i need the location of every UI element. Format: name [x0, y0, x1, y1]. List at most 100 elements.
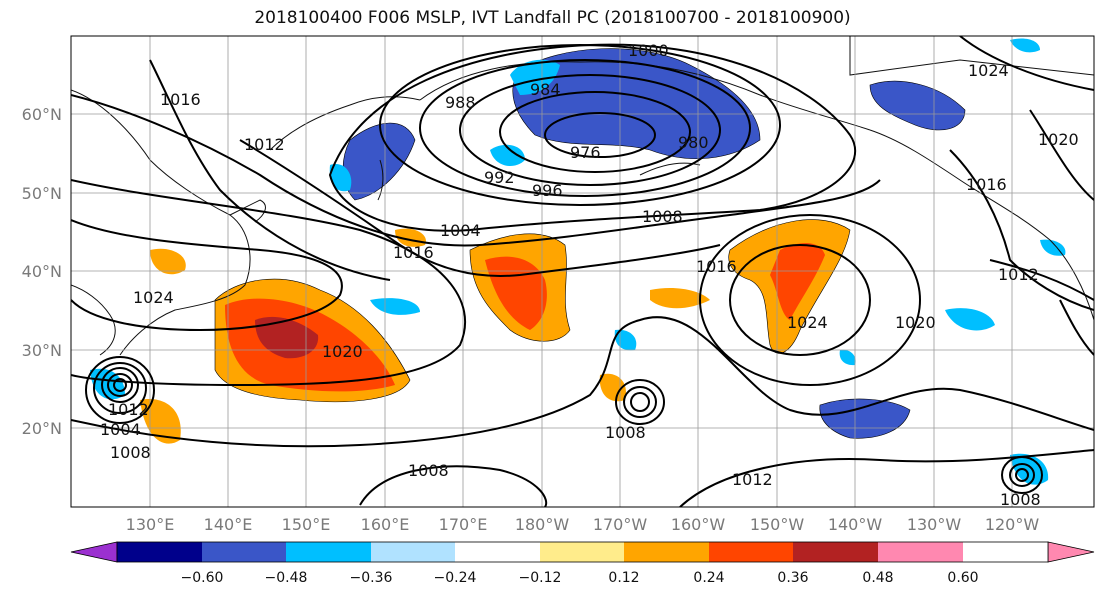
isobar: [959, 36, 1094, 91]
colorbar-ticks: −0.60 −0.48 −0.36 −0.24 −0.12 0.12 0.24 …: [181, 570, 979, 586]
colorbar-low-extension: [70, 541, 118, 563]
isobar-label: 1016: [393, 243, 434, 262]
isobar: [328, 43, 857, 232]
isobar-label: 1020: [322, 342, 363, 361]
isobar-label: 1020: [1038, 130, 1079, 149]
ivt-negative-region: [819, 398, 911, 439]
colorbar-segment: [117, 542, 202, 562]
isobar: [630, 392, 650, 412]
ivt-negative-region: [370, 298, 420, 315]
lat-label: 40°N: [22, 262, 62, 281]
colorbar-segment: [709, 542, 793, 562]
isobar-label: 1008: [642, 207, 683, 226]
isobar-label: 1024: [133, 288, 174, 307]
isobar-label: 1016: [966, 175, 1007, 194]
isobar: [989, 259, 1094, 301]
ivt-negative-region: [510, 59, 560, 95]
isobar: [71, 94, 881, 247]
colorbar-tick-label: −0.60: [181, 570, 224, 586]
ivt-positive-region: [255, 316, 319, 359]
lat-label: 60°N: [22, 105, 62, 124]
colorbar: −0.60 −0.48 −0.36 −0.24 −0.12 0.12 0.24 …: [70, 541, 1095, 586]
isobar-label: 1012: [108, 400, 149, 419]
ivt-negative-region: [1010, 453, 1049, 485]
lon-label: 140°W: [828, 515, 883, 534]
lat-label: 20°N: [22, 419, 62, 438]
isobar-label: 1004: [440, 221, 481, 240]
ivt-negative-region: [945, 308, 995, 331]
coastline: [71, 284, 116, 356]
isobar: [359, 465, 548, 507]
isobar: [1009, 463, 1035, 487]
coastline: [849, 36, 1094, 76]
isobar: [101, 367, 139, 403]
lon-label: 160°E: [361, 515, 410, 534]
isobar: [71, 219, 343, 332]
isobar-labels: 1000 1024 988 984 1016 976 980 1020 1012…: [100, 41, 1079, 509]
coastline: [71, 89, 251, 356]
isobar: [544, 112, 656, 158]
lon-label: 130°E: [126, 515, 175, 534]
isobar-label: 980: [678, 133, 709, 152]
colorbar-segment: [793, 542, 878, 562]
colorbar-border: [116, 541, 1049, 563]
colorbar-segment: [963, 542, 1048, 562]
isobar-label: 1008: [110, 443, 151, 462]
coastline: [229, 199, 266, 223]
colorbar-tick-label: −0.48: [265, 570, 308, 586]
isobar-label: 1000: [628, 41, 669, 60]
isobar-label: 976: [570, 143, 601, 162]
lon-label: 130°W: [907, 515, 962, 534]
colorbar-segment: [540, 542, 624, 562]
colorbar-tick-label: 0.60: [947, 570, 978, 586]
isobar: [499, 91, 691, 173]
lon-label: 120°W: [985, 515, 1040, 534]
colorbar-segment: [286, 542, 371, 562]
colorbar-segment: [878, 542, 963, 562]
isobar: [113, 378, 127, 392]
isobar: [71, 316, 1094, 448]
ivt-positive-region: [770, 243, 825, 320]
isobar-label: 988: [445, 93, 476, 112]
ivt-positive-region: [650, 288, 710, 309]
ivt-negative-region: [869, 80, 966, 131]
ivt-negative-region: [329, 164, 352, 192]
lon-label: 160°W: [671, 515, 726, 534]
ivt-positive-region: [599, 373, 626, 402]
isobar: [107, 373, 133, 397]
lon-label: 150°W: [750, 515, 805, 534]
isobar-label: 996: [532, 181, 563, 200]
isobar: [1059, 299, 1094, 356]
ivt-negative-region: [490, 144, 525, 166]
isobar-label: 1016: [160, 90, 201, 109]
isobar: [623, 386, 657, 418]
isobar: [419, 59, 751, 197]
isobar-label: 1024: [787, 313, 828, 332]
coastline: [639, 162, 701, 176]
isobar: [149, 59, 391, 281]
colorbar-tick-label: −0.36: [350, 570, 393, 586]
isobar: [239, 139, 721, 277]
longitude-labels: 130°E 140°E 150°E 160°E 170°E 180°W 170°…: [126, 515, 1040, 534]
isobars: [71, 36, 1094, 507]
isobar: [729, 244, 871, 356]
isobar: [699, 214, 921, 386]
isobar-label: 1012: [244, 135, 285, 154]
colorbar-segment: [624, 542, 709, 562]
isobar-label: 1008: [605, 423, 646, 442]
colorbar-tick-label: 0.24: [693, 570, 724, 586]
coastline: [377, 159, 384, 201]
isobar-label: 984: [530, 80, 561, 99]
lat-label: 30°N: [22, 341, 62, 360]
isobar: [93, 362, 147, 414]
isobar-label: 1004: [100, 420, 141, 439]
map-title: 2018100400 F006 MSLP, IVT Landfall PC (2…: [254, 8, 851, 28]
colorbar-tick-label: 0.36: [777, 570, 808, 586]
colorbar-tick-label: −0.24: [434, 570, 477, 586]
ivt-negative-region: [1010, 38, 1040, 53]
lon-label: 180°W: [515, 515, 570, 534]
isobar-label: 992: [484, 168, 515, 187]
ivt-positive-region: [150, 248, 186, 275]
lat-label: 50°N: [22, 184, 62, 203]
